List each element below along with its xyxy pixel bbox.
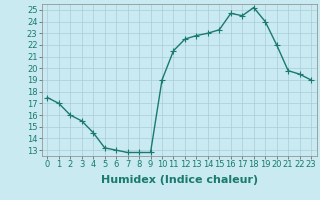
X-axis label: Humidex (Indice chaleur): Humidex (Indice chaleur) (100, 175, 258, 185)
